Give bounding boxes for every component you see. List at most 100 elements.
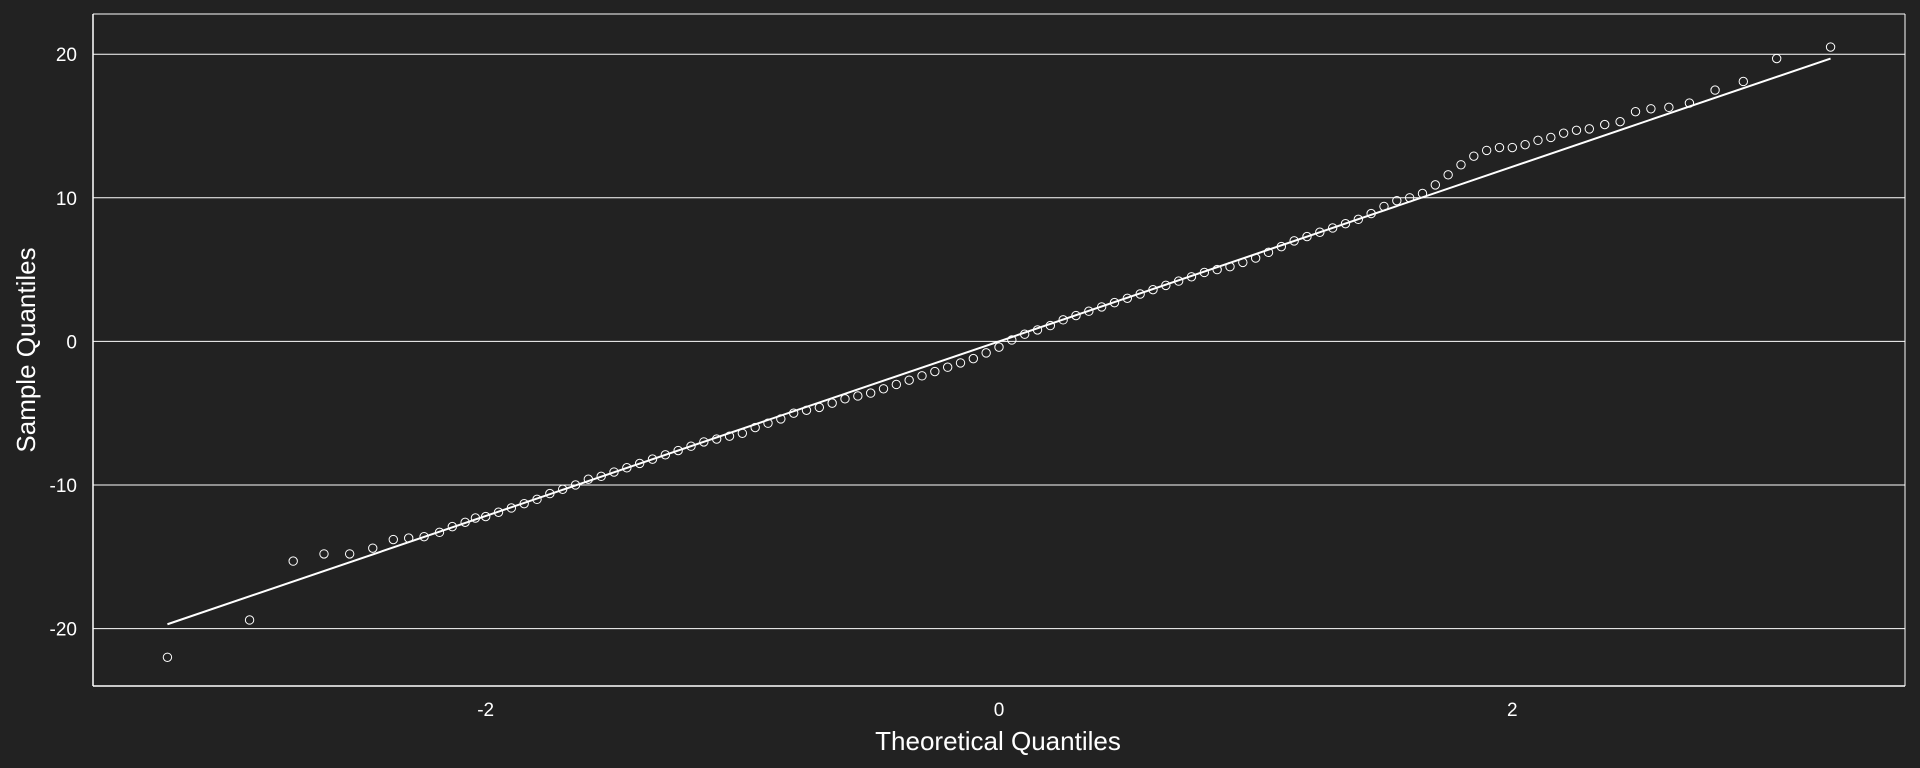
data-point bbox=[673, 445, 683, 456]
reference-line bbox=[167, 57, 1831, 626]
data-point bbox=[840, 394, 850, 404]
data-point bbox=[647, 454, 658, 464]
data-point bbox=[724, 431, 735, 441]
data-point bbox=[609, 467, 619, 477]
data-point bbox=[1615, 116, 1625, 127]
data-point bbox=[1646, 104, 1656, 114]
data-point bbox=[1825, 42, 1836, 52]
data-point bbox=[865, 388, 876, 398]
data-point bbox=[447, 521, 458, 532]
data-point bbox=[1584, 124, 1595, 134]
data-point bbox=[368, 543, 378, 553]
data-point bbox=[288, 556, 298, 566]
data-points bbox=[162, 42, 1836, 662]
data-point bbox=[1404, 193, 1415, 203]
data-point bbox=[1558, 128, 1569, 138]
data-point bbox=[1392, 195, 1402, 206]
data-point bbox=[763, 418, 773, 428]
data-point bbox=[711, 434, 722, 444]
data-point bbox=[660, 450, 671, 460]
data-point bbox=[1212, 264, 1222, 275]
data-point bbox=[1430, 180, 1441, 190]
data-point bbox=[434, 527, 445, 538]
data-point bbox=[1186, 272, 1197, 282]
data-point bbox=[1238, 257, 1248, 268]
data-point bbox=[1494, 142, 1505, 153]
data-point bbox=[162, 652, 173, 662]
data-point bbox=[1327, 223, 1338, 233]
data-point bbox=[1738, 76, 1749, 87]
data-point bbox=[853, 391, 863, 401]
data-point bbox=[955, 358, 966, 368]
data-point bbox=[319, 549, 329, 559]
data-point bbox=[981, 348, 991, 358]
data-point bbox=[1771, 53, 1782, 64]
data-point bbox=[827, 398, 837, 408]
y-tick-label: 20 bbox=[56, 45, 77, 66]
data-point bbox=[891, 379, 902, 390]
data-point bbox=[1122, 293, 1133, 304]
data-point bbox=[480, 511, 491, 522]
data-point bbox=[1148, 284, 1158, 295]
data-point bbox=[1340, 218, 1351, 229]
data-point bbox=[1710, 85, 1720, 95]
data-point bbox=[1045, 320, 1056, 331]
data-point bbox=[583, 474, 594, 484]
data-point bbox=[1546, 132, 1556, 143]
data-point bbox=[532, 494, 542, 505]
data-point bbox=[344, 549, 355, 559]
data-point bbox=[994, 342, 1004, 352]
data-point bbox=[1019, 329, 1030, 339]
x-axis-title: Theoretical Quantiles bbox=[875, 726, 1121, 756]
data-point bbox=[1315, 227, 1325, 237]
data-point bbox=[388, 534, 398, 545]
data-point bbox=[776, 414, 786, 424]
y-tick-label: -20 bbox=[50, 620, 77, 641]
data-point bbox=[1263, 247, 1274, 258]
data-point bbox=[1071, 310, 1081, 321]
data-point bbox=[419, 531, 429, 542]
data-point bbox=[545, 488, 555, 499]
data-point bbox=[1379, 201, 1389, 212]
data-point bbox=[686, 441, 696, 451]
data-point bbox=[1417, 188, 1428, 199]
data-point bbox=[1199, 267, 1210, 278]
data-point bbox=[1456, 160, 1466, 170]
data-point bbox=[622, 463, 632, 473]
data-point bbox=[1469, 151, 1479, 161]
data-point bbox=[403, 533, 414, 543]
data-point bbox=[1084, 306, 1094, 316]
data-point bbox=[634, 458, 645, 469]
data-point bbox=[942, 362, 953, 372]
data-point bbox=[596, 471, 606, 482]
reference-line-layer bbox=[167, 57, 1831, 626]
data-point bbox=[557, 484, 568, 494]
data-point bbox=[904, 375, 914, 385]
x-tick-label: 0 bbox=[994, 700, 1005, 721]
data-point bbox=[1109, 297, 1120, 308]
data-point bbox=[519, 498, 529, 509]
data-point bbox=[493, 507, 504, 517]
data-point bbox=[1600, 119, 1610, 130]
y-tick-label: 10 bbox=[56, 189, 77, 210]
data-point bbox=[878, 384, 889, 394]
data-point bbox=[1096, 302, 1107, 312]
x-tick-label: 2 bbox=[1507, 700, 1518, 721]
data-point bbox=[788, 408, 799, 418]
data-point bbox=[1520, 139, 1530, 150]
axes bbox=[92, 13, 1906, 687]
data-point bbox=[1630, 106, 1641, 117]
data-point bbox=[1289, 236, 1299, 246]
data-point bbox=[1302, 231, 1312, 242]
data-point bbox=[1135, 289, 1145, 299]
data-point bbox=[801, 405, 812, 416]
data-point bbox=[917, 371, 927, 381]
data-point bbox=[1684, 98, 1695, 108]
data-point bbox=[1225, 262, 1235, 272]
data-point bbox=[1443, 170, 1453, 180]
data-point bbox=[737, 428, 748, 438]
data-point bbox=[460, 517, 470, 528]
